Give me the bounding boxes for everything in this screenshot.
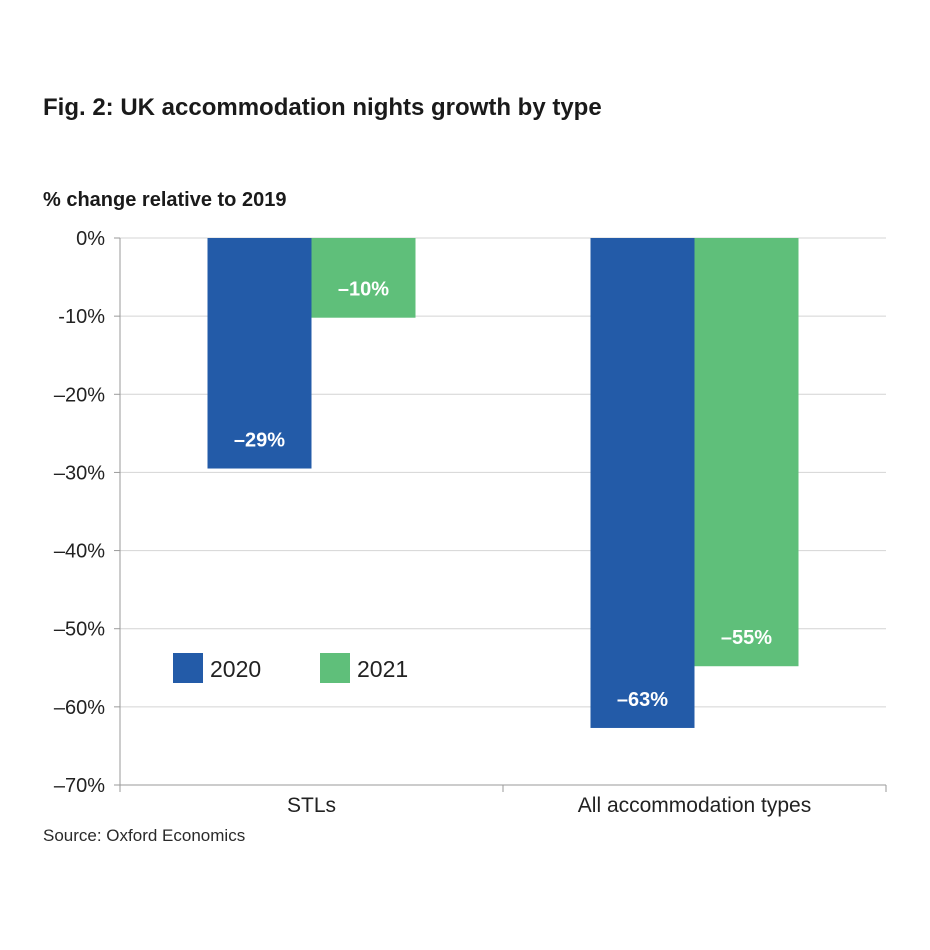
x-category-label: All accommodation types (578, 794, 811, 817)
y-tick-label: –50% (54, 619, 105, 641)
bar-2021 (311, 238, 416, 318)
legend-label-2020: 2020 (210, 656, 261, 682)
y-tick-label: -10% (58, 306, 105, 328)
x-category-label: STLs (287, 794, 336, 817)
bar-2020 (207, 238, 312, 469)
bar-2021 (694, 238, 799, 667)
y-tick-label: –70% (54, 775, 105, 797)
y-tick-label: –30% (54, 462, 105, 484)
data-label: –55% (721, 627, 772, 649)
legend: 2020 2021 (173, 653, 408, 683)
data-label: –10% (338, 279, 389, 301)
y-tick-label: –20% (54, 384, 105, 406)
source-note: Source: Oxford Economics (43, 826, 246, 845)
bars (207, 238, 799, 728)
bar-2020 (590, 238, 695, 728)
legend-label-2021: 2021 (357, 656, 408, 682)
y-tick-label: –60% (54, 697, 105, 719)
y-axis-unit-label: % change relative to 2019 (43, 189, 287, 211)
y-tick-label: –40% (54, 541, 105, 563)
data-label: –63% (617, 689, 668, 711)
data-labels: –29% –10% –63% –55% (234, 279, 772, 711)
legend-swatch-2021 (320, 653, 350, 683)
y-tick-label: 0% (76, 228, 105, 250)
legend-swatch-2020 (173, 653, 203, 683)
axes: 0% -10% –20% –30% –40% –50% –60% –70% STLs All ac… (54, 228, 887, 817)
data-label: –29% (234, 430, 285, 452)
chart-title: Fig. 2: UK accommodation nights growth b… (43, 94, 602, 121)
